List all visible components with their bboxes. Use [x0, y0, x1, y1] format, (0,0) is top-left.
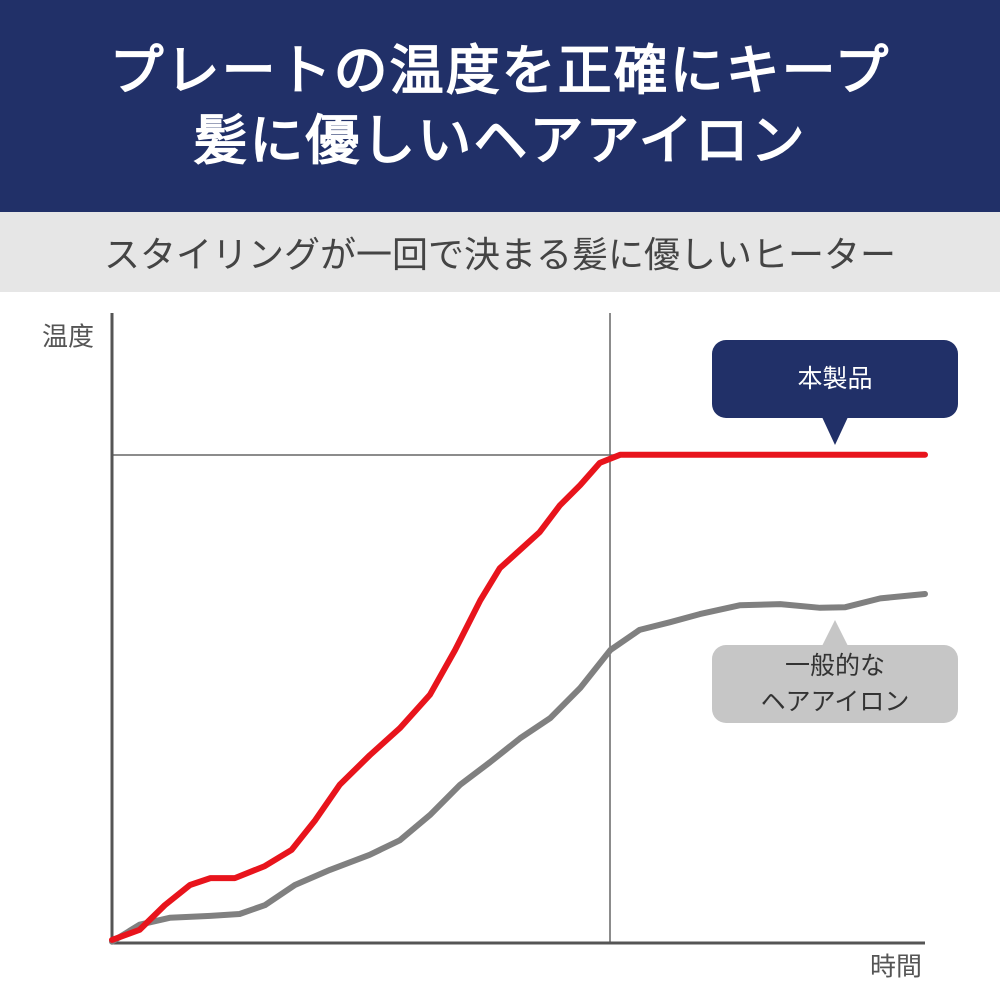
subtitle: スタイリングが一回で決まる髪に優しいヒーター [103, 235, 896, 276]
series-line [109, 591, 928, 945]
legend-entry: 一般的な ヘアアイロン [712, 645, 958, 723]
x-axis-label: 時間 [870, 953, 922, 983]
header: プレートの温度を正確にキープ 髪に優しいヘアアイロン [0, 0, 1000, 212]
title: プレートの温度を正確にキープ 髪に優しいヘアアイロン [109, 39, 891, 172]
callout-pointer [822, 620, 848, 646]
subtitle-band: スタイリングが一回で決まる髪に優しいヒーター [0, 212, 1000, 292]
y-axis-label: 温度 [42, 323, 94, 353]
legend-entry: 本製品 [712, 340, 958, 418]
callout-pointer [822, 417, 848, 445]
series-line [109, 451, 928, 943]
